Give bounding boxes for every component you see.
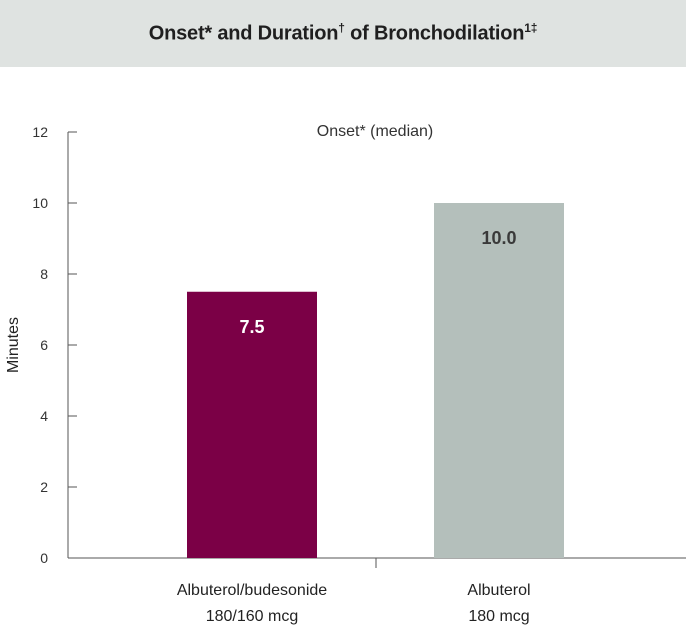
chart-header: Onset* and Duration† of Bronchodilation1… — [0, 0, 686, 67]
chart-title: Onset* and Duration† of Bronchodilation1… — [149, 21, 538, 46]
y-tick-label: 12 — [32, 124, 48, 140]
title-references: 1‡ — [524, 21, 538, 36]
y-tick-label: 0 — [40, 550, 48, 566]
x-category-label: 180/160 mcg — [206, 608, 299, 625]
title-text: Onset* and Duration — [148, 22, 339, 45]
chart-subtitle: Onset* (median) — [317, 123, 434, 140]
y-tick-label: 10 — [32, 195, 48, 211]
x-category-label: Albuterol — [467, 582, 530, 599]
x-category-label: Albuterol/budesonide — [177, 582, 327, 599]
title-dagger: † — [338, 21, 345, 36]
y-tick-label: 6 — [40, 337, 48, 353]
bar-2 — [434, 203, 564, 558]
y-tick-label: 4 — [40, 408, 48, 424]
bar-value-label: 10.0 — [481, 228, 516, 248]
x-category-label: 180 mcg — [468, 608, 529, 625]
bar-1 — [187, 291, 317, 558]
y-tick-label: 2 — [40, 479, 48, 495]
title-text-rest: of Bronchodilation — [344, 22, 525, 45]
y-axis-label: Minutes — [5, 317, 22, 373]
y-tick-label: 8 — [40, 266, 48, 282]
bar-value-label: 7.5 — [239, 317, 264, 337]
